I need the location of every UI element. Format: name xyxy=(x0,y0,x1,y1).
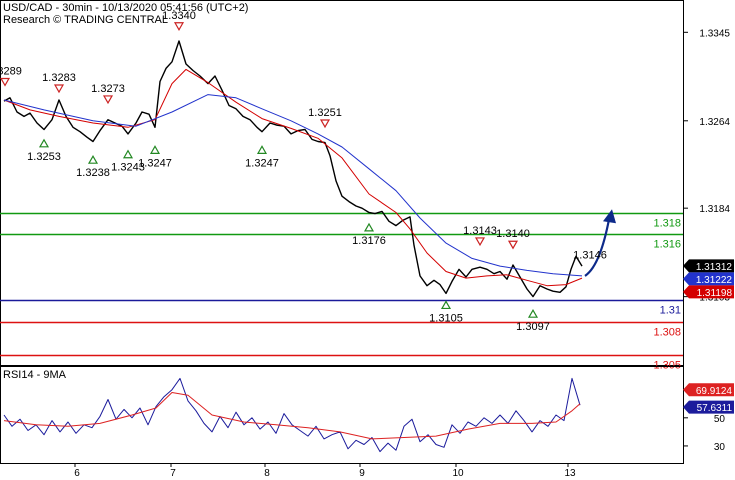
pivot-label-10: 1.3176 xyxy=(352,235,386,247)
level-label-4: 1.305 xyxy=(653,360,681,372)
x-axis-label-4: 10 xyxy=(452,468,464,479)
level-label-1: 1.316 xyxy=(653,239,681,251)
pivot-label-8: 1.3247 xyxy=(245,157,279,169)
chart-title: USD/CAD - 30min - 10/13/2020 05:41:56 (U… xyxy=(3,2,249,14)
rsi-axis-label-2: 30 xyxy=(714,442,726,453)
pivot-marker-3 xyxy=(87,154,99,164)
rsi-tag-box-0 xyxy=(683,383,734,397)
series-price xyxy=(3,40,583,298)
price-tag-label-1: 1.31222 xyxy=(696,275,733,286)
pivot-marker-6 xyxy=(149,145,161,154)
pivot-label-2: 1.3253 xyxy=(27,151,61,163)
rsi-title: RSI14 - 9MA xyxy=(3,369,67,381)
level-label-3: 1.308 xyxy=(653,327,681,339)
pivot-label-5: 1.3243 xyxy=(111,162,145,174)
rsi-tag-label-1: 57.6311 xyxy=(697,403,733,414)
pivot-marker-14 xyxy=(527,308,539,318)
level-label-0: 1.318 xyxy=(653,218,681,230)
price-pane: 1.318 1.316 1.31 1.308 1.305 1.3289 1.3283 1.32… xyxy=(0,0,684,372)
x-axis-label-2: 8 xyxy=(264,468,270,479)
price-tag-box-0 xyxy=(683,259,734,273)
pivot-marker-12 xyxy=(474,237,486,247)
pivot-marker-7 xyxy=(173,22,185,31)
x-axis-label-3: 9 xyxy=(359,468,365,479)
pivot-marker-10 xyxy=(363,222,375,232)
pivot-label-6: 1.3247 xyxy=(138,157,172,169)
pivot-label-14: 1.3097 xyxy=(516,321,550,333)
price-axis-label-0: 1.3345 xyxy=(699,28,730,39)
rsi-series-rsi_ma xyxy=(3,392,581,440)
axes: 1.33451.32641.31841.31031.313121.312221.… xyxy=(74,28,734,479)
pivot-marker-9 xyxy=(319,119,331,129)
price-axis-label-2: 1.3184 xyxy=(699,204,730,215)
price-tag-box-1 xyxy=(683,272,734,286)
pivot-label-0: 1.3289 xyxy=(0,65,22,77)
rsi-tag-label-0: 69.9124 xyxy=(696,386,733,397)
x-axis-label-0: 6 xyxy=(74,468,80,479)
price-tag-label-0: 1.31312 xyxy=(696,262,733,273)
price-pane-frame xyxy=(0,0,684,366)
pivot-marker-1 xyxy=(53,84,65,94)
pivot-label-13: 1.3140 xyxy=(496,228,530,240)
x-axis-label-5: 13 xyxy=(564,468,576,479)
pivot-label-12: 1.3143 xyxy=(463,225,497,237)
price-axis-label-1: 1.3264 xyxy=(699,117,730,128)
pivot-label-15: 1.3146 xyxy=(573,250,607,262)
rsi-series-rsi xyxy=(3,377,581,453)
pivot-label-4: 1.3273 xyxy=(91,83,125,95)
pivot-label-3: 1.3238 xyxy=(76,167,110,179)
pivot-marker-4 xyxy=(102,95,114,105)
pivot-label-9: 1.3251 xyxy=(308,107,342,119)
x-axis-label-1: 7 xyxy=(170,468,176,479)
chart-source: Research © TRADING CENTRAL xyxy=(3,14,168,26)
pivot-label-7: 1.3340 xyxy=(162,10,196,22)
pivot-marker-0 xyxy=(0,77,11,87)
series-ma_slow xyxy=(3,94,583,277)
rsi-tag-box-1 xyxy=(683,400,734,414)
pivot-marker-2 xyxy=(38,138,50,148)
pivot-marker-13 xyxy=(507,240,519,250)
price-tag-label-2: 1.31198 xyxy=(697,288,733,299)
pivot-label-11: 1.3105 xyxy=(429,312,463,324)
projection-arrow-head xyxy=(603,209,616,224)
rsi-axis-label-1: 50 xyxy=(714,414,726,425)
pivot-marker-8 xyxy=(256,145,268,154)
level-label-2: 1.31 xyxy=(660,305,681,317)
rsi-pane: RSI14 - 9MA xyxy=(0,366,684,464)
pivot-label-1: 1.3283 xyxy=(42,72,76,84)
pivot-marker-11 xyxy=(440,300,452,310)
price-tag-box-2 xyxy=(683,285,734,299)
pivot-marker-5 xyxy=(122,149,134,159)
projection-arrow-shaft xyxy=(584,219,611,277)
rsi-pane-frame xyxy=(0,366,684,464)
